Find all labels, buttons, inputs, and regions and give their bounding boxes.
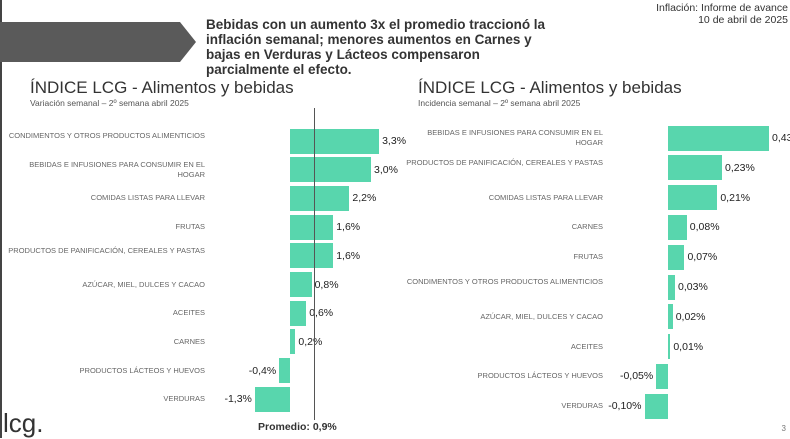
category-label: BEBIDAS E INFUSIONES PARA CONSUMIR EN EL… (427, 128, 603, 147)
data-label: 1,6% (336, 221, 361, 234)
category-label: FRUTAS (175, 222, 205, 232)
category-label: PRODUCTOS LÁCTEOS Y HUEVOS (477, 371, 603, 381)
data-label: 0,01% (673, 340, 704, 353)
average-line (314, 108, 316, 420)
bar (668, 214, 687, 240)
page-number: 3 (781, 424, 786, 433)
data-label: 3,3% (382, 135, 407, 147)
data-label: -0,10% (608, 400, 642, 413)
data-label: 1,6% (336, 249, 361, 262)
category-label: VERDURAS (561, 401, 603, 411)
chart-right-title: ÍNDICE LCG - Alimentos y bebidas (418, 78, 682, 97)
bar (668, 334, 671, 360)
data-label: -0,05% (619, 370, 654, 383)
bar (290, 329, 296, 355)
category-label: CARNES (173, 336, 205, 346)
category-label: PRODUCTOS DE PANIFICACIÓN, CEREALES Y PA… (406, 157, 603, 167)
bar (668, 244, 685, 270)
category-label: VERDURAS (163, 394, 205, 404)
left-edge-border (0, 0, 2, 438)
bar (290, 157, 371, 183)
category-label: ACEITES (172, 308, 205, 318)
bar (290, 214, 334, 240)
category-label: AZÚCAR, MIEL, DULCES Y CACAO (480, 311, 603, 321)
category-label: CONDIMENTOS Y OTROS PRODUCTOS ALIMENTICI… (406, 277, 603, 286)
bar (668, 304, 673, 330)
data-label: 0,6% (309, 307, 334, 320)
bar (290, 300, 307, 326)
category-label: PRODUCTOS DE PANIFICACIÓN, CEREALES Y PA… (8, 245, 205, 255)
bar (290, 128, 380, 154)
data-label: 2,2% (352, 192, 377, 205)
bar (668, 274, 676, 300)
data-label: 0,02% (675, 310, 706, 323)
data-label: 0,21% (720, 191, 751, 204)
bar (644, 393, 668, 419)
bar (279, 358, 290, 384)
data-label: -1,3% (224, 393, 252, 406)
data-label: 0,43% (772, 132, 790, 144)
category-label: COMIDAS LISTAS PARA LLEVAR (90, 193, 205, 203)
category-label: AZÚCAR, MIEL, DULCES Y CACAO (82, 279, 205, 289)
report-info: Inflación: Informe de avance 10 de abril… (656, 2, 788, 26)
report-title: Inflación: Informe de avance (656, 2, 788, 14)
average-label: Promedio: 0,9% (258, 421, 337, 433)
bar (254, 386, 290, 412)
bar (290, 272, 312, 297)
bar (668, 185, 718, 211)
arrow-banner (0, 22, 196, 62)
data-label: 0,2% (298, 335, 323, 348)
data-label: -0,4% (248, 364, 277, 377)
chart-right-subtitle: Incidencia semanal – 2º semana abril 202… (418, 98, 581, 108)
category-label: COMIDAS LISTAS PARA LLEVAR (488, 192, 603, 202)
headline: Bebidas con un aumento 3x el promedio tr… (206, 17, 546, 77)
category-label: PRODUCTOS LÁCTEOS Y HUEVOS (79, 365, 205, 375)
bar (656, 363, 668, 389)
lcg-logo: lcg. (3, 408, 44, 438)
data-label: 0,23% (725, 161, 755, 174)
category-label: CARNES (571, 222, 603, 232)
category-label: CONDIMENTOS Y OTROS PRODUCTOS ALIMENTICI… (8, 131, 205, 140)
bar (668, 155, 723, 181)
data-label: 0,03% (678, 281, 708, 293)
bar (290, 243, 334, 269)
data-label: 0,8% (314, 278, 339, 291)
data-label: 0,08% (689, 221, 720, 234)
chart-left-title: ÍNDICE LCG - Alimentos y bebidas (30, 78, 294, 97)
category-label: ACEITES (570, 341, 603, 351)
category-label: FRUTAS (573, 252, 603, 262)
bar (668, 125, 770, 151)
data-label: 0,07% (687, 251, 718, 264)
report-date: 10 de abril de 2025 (698, 14, 788, 26)
category-label: BEBIDAS E INFUSIONES PARA CONSUMIR EN EL… (29, 159, 205, 179)
chart-left-subtitle: Variación semanal – 2º semana abril 2025 (30, 98, 189, 108)
data-label: 3,0% (374, 163, 398, 176)
bar (290, 185, 350, 211)
